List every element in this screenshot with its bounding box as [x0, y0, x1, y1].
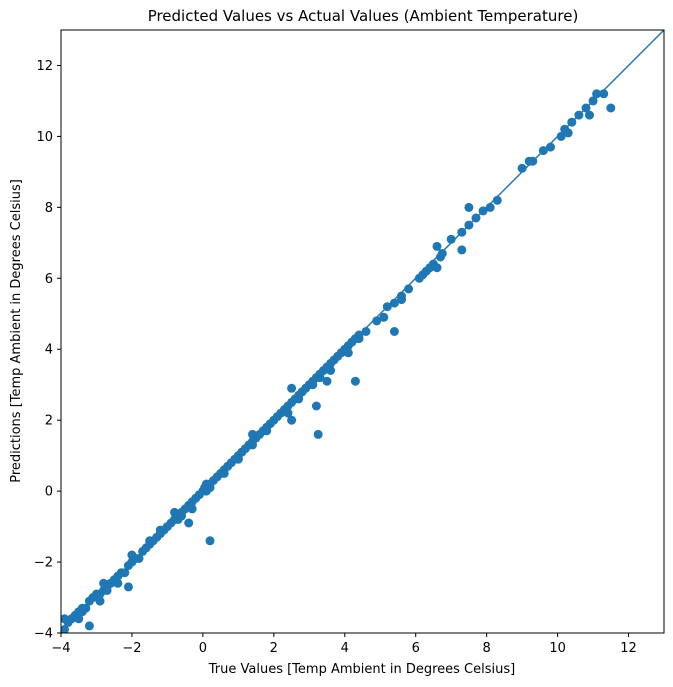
y-tick-label: 4: [45, 343, 53, 358]
x-tick-label: −4: [51, 641, 70, 656]
x-tick-label: 4: [341, 641, 349, 656]
data-point: [248, 429, 257, 439]
x-tick-label: 0: [199, 641, 207, 656]
chart-title: Predicted Values vs Actual Values (Ambie…: [148, 7, 579, 25]
data-points: [61, 89, 616, 633]
y-tick-label: 12: [36, 59, 53, 74]
plot-frame: [60, 29, 665, 634]
data-point: [350, 376, 360, 386]
y-tick-label: 10: [36, 130, 53, 145]
plot-area: −4 −2 0 2 4 6 8 10 12 −4 −2 0 2 4 6 8 10 12: [34, 29, 665, 656]
x-tick-label: 10: [549, 641, 566, 656]
data-point: [123, 582, 133, 592]
x-tick-label: 6: [412, 641, 420, 656]
x-tick-label: −2: [122, 641, 141, 656]
x-tick-label: 2: [270, 641, 278, 656]
data-point: [311, 401, 321, 411]
data-point: [432, 241, 442, 251]
data-point: [585, 110, 594, 120]
data-point: [397, 295, 406, 305]
data-point: [283, 408, 293, 418]
x-tick-label: 12: [620, 641, 637, 656]
data-point: [313, 429, 323, 439]
data-point: [113, 578, 123, 588]
y-axis-label: Predictions [Temp Ambient in Degrees Cel…: [9, 179, 24, 483]
data-point: [464, 202, 474, 212]
data-point: [287, 383, 297, 393]
data-point: [432, 263, 442, 273]
data-point: [95, 596, 105, 606]
x-axis-label: True Values [Temp Ambient in Degrees Cel…: [208, 662, 515, 677]
data-point: [127, 550, 137, 560]
data-point: [606, 103, 616, 113]
x-tick-label: 8: [483, 641, 491, 656]
y-tick-label: −4: [34, 627, 53, 642]
data-point: [205, 536, 215, 546]
data-point: [84, 621, 94, 631]
y-tick-label: 0: [45, 485, 53, 500]
data-point: [379, 312, 389, 322]
data-point: [287, 415, 297, 425]
y-axis-ticks: −4 −2 0 2 4 6 8 10 12: [34, 59, 61, 642]
y-tick-label: 8: [45, 201, 53, 216]
x-axis-ticks: −4 −2 0 2 4 6 8 10 12: [51, 633, 637, 656]
data-point: [322, 376, 332, 386]
data-point: [343, 348, 353, 358]
data-point: [61, 614, 69, 624]
data-point: [170, 507, 179, 517]
data-point: [326, 366, 336, 375]
data-point: [563, 128, 573, 138]
data-point: [437, 249, 447, 258]
y-tick-label: 2: [45, 414, 53, 429]
data-point: [99, 578, 109, 588]
y-tick-label: −2: [34, 556, 53, 571]
data-point: [184, 518, 194, 528]
y-tick-label: 6: [45, 272, 53, 287]
data-point: [457, 245, 467, 255]
reference-line: [61, 30, 664, 633]
data-point: [389, 327, 399, 336]
data-point: [187, 504, 197, 514]
